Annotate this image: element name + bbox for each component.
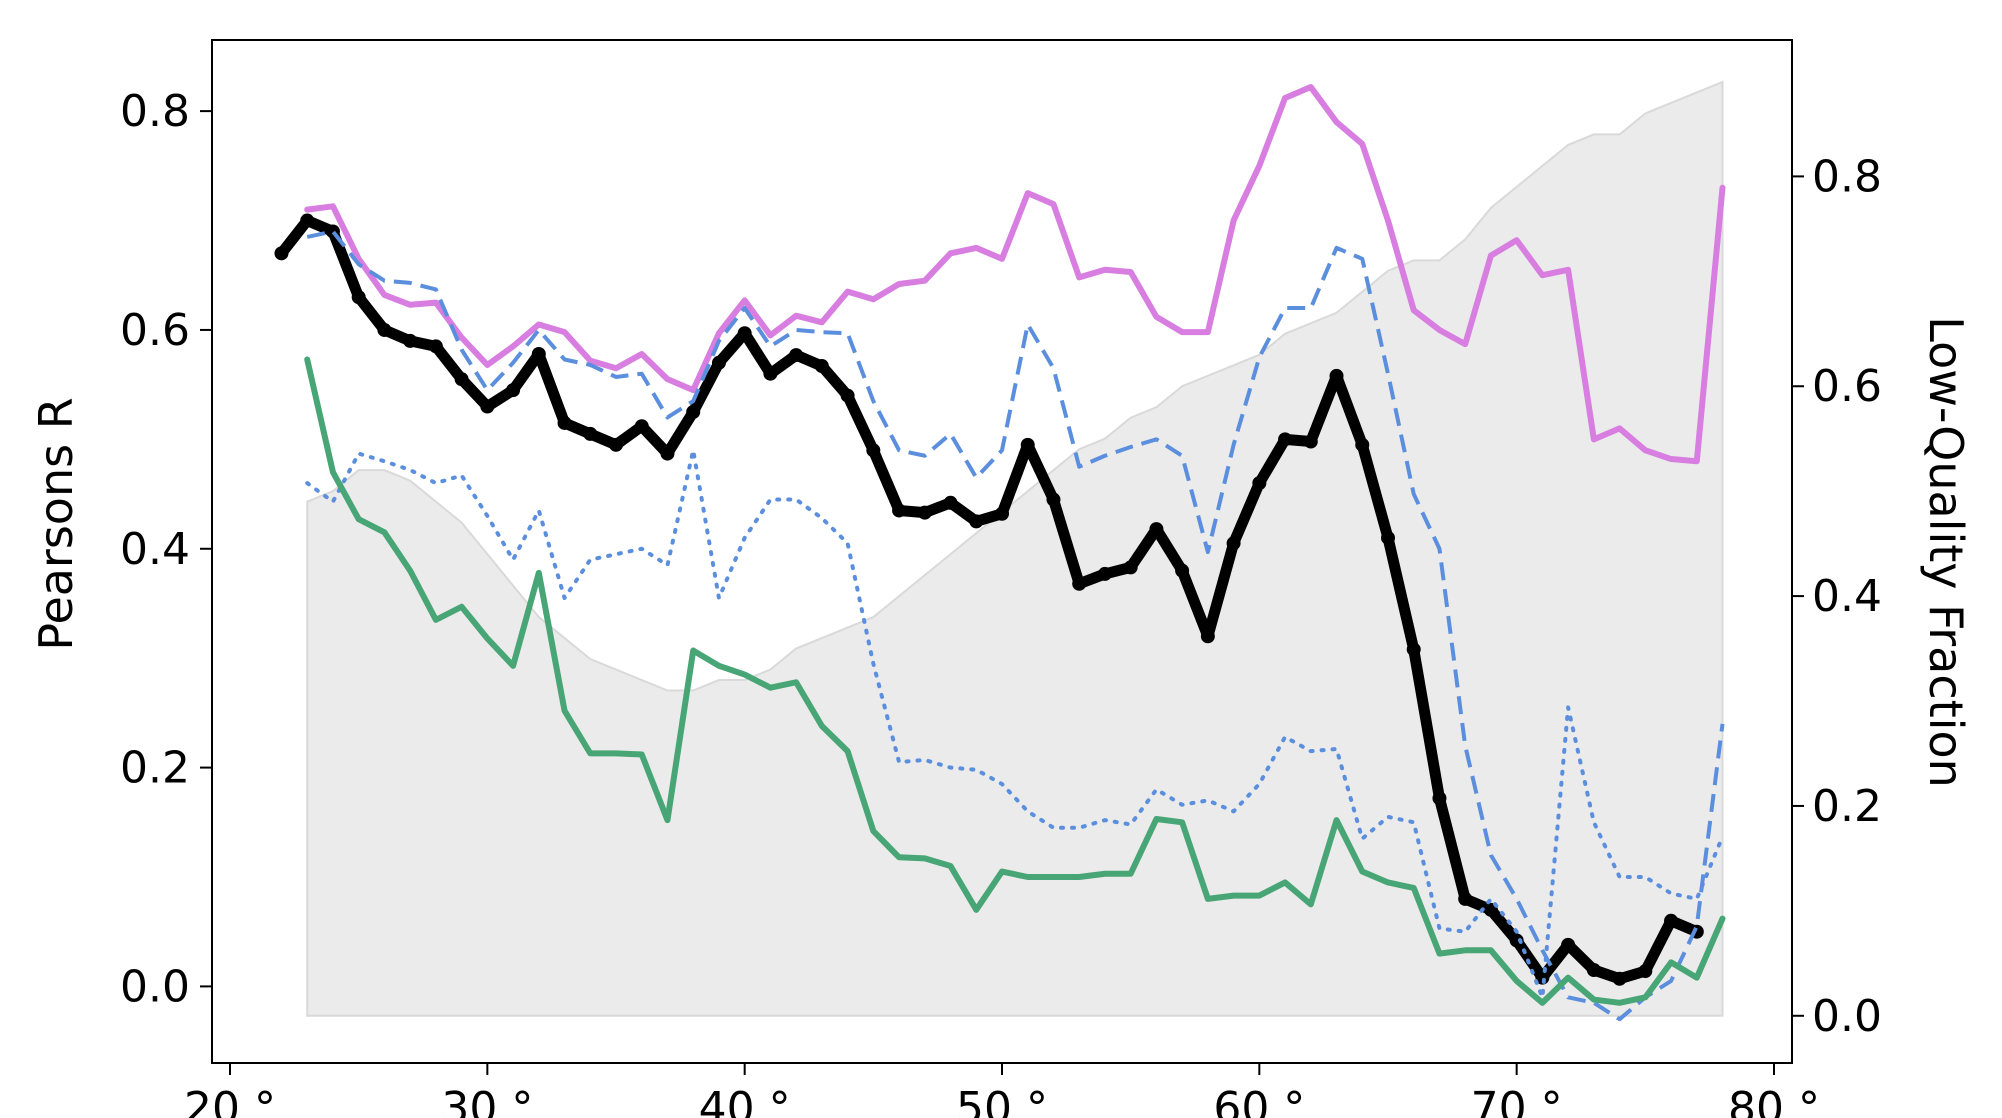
series-3 bbox=[306, 229, 1725, 1022]
series-1-point bbox=[840, 388, 855, 403]
x-tick-label: 60 ° bbox=[1213, 1083, 1305, 1118]
series-1-point bbox=[274, 246, 289, 261]
y-tick-label: 0.6 bbox=[120, 305, 190, 356]
series-1-point bbox=[917, 505, 932, 520]
series-1-point bbox=[1303, 434, 1318, 449]
series-1-point bbox=[1252, 476, 1267, 491]
y-tick-label: 0.2 bbox=[120, 743, 190, 794]
series-1-point bbox=[531, 347, 546, 362]
series-1-point bbox=[1355, 437, 1370, 452]
series-1-point bbox=[506, 383, 521, 398]
y-axis-title: Pearsons R bbox=[29, 397, 83, 650]
series-1-point bbox=[1046, 492, 1061, 507]
series-1-point bbox=[866, 443, 881, 458]
y2-tick-label: 0.8 bbox=[1812, 151, 1882, 202]
series-2 bbox=[304, 84, 1726, 465]
series-1-point bbox=[351, 290, 366, 305]
series-1-point bbox=[711, 355, 726, 370]
series-5-line bbox=[304, 356, 1726, 1006]
series-1-point bbox=[660, 446, 675, 461]
y-tick-label: 0.0 bbox=[120, 961, 190, 1012]
y2-tick-label: 0.6 bbox=[1812, 361, 1882, 412]
series-1-point bbox=[814, 359, 829, 374]
series-1-point bbox=[1535, 970, 1550, 985]
series-1-point bbox=[1638, 964, 1653, 979]
series-3-line bbox=[306, 229, 1725, 1022]
series-1-point bbox=[1123, 560, 1138, 575]
series-1-point bbox=[995, 506, 1009, 521]
y-axis-right: 0.0 0.2 0.4 0.6 0.8 bbox=[1792, 151, 1882, 1042]
series-1-point bbox=[634, 419, 649, 434]
series-1-point bbox=[583, 426, 598, 441]
series-1-point bbox=[1200, 629, 1215, 644]
series-1-point bbox=[686, 405, 701, 419]
series-1-point bbox=[1406, 642, 1421, 657]
series-1-point bbox=[789, 348, 804, 363]
x-tick-label: 30 ° bbox=[441, 1083, 533, 1118]
series-1-point bbox=[609, 437, 624, 452]
series-1-point bbox=[300, 213, 315, 228]
series-4-line bbox=[305, 448, 1725, 1000]
series-1-point bbox=[377, 322, 392, 337]
series-1-point bbox=[763, 366, 778, 381]
series-1-point bbox=[428, 339, 443, 354]
series-1-point bbox=[557, 415, 572, 430]
series-1-point bbox=[1432, 791, 1447, 806]
y2-axis-title: Low-Quality Fraction bbox=[1919, 316, 1973, 787]
y-tick-label: 0.8 bbox=[120, 86, 190, 137]
y-tick-label: 0.4 bbox=[120, 524, 190, 575]
series-4 bbox=[305, 448, 1725, 1000]
y2-tick-label: 0.4 bbox=[1812, 571, 1882, 622]
x-tick-label: 40 ° bbox=[699, 1083, 791, 1118]
series-5 bbox=[304, 356, 1726, 1006]
series-1-point bbox=[1329, 368, 1344, 383]
y2-tick-label: 0.2 bbox=[1812, 781, 1882, 832]
x-tick-label: 80 ° bbox=[1728, 1083, 1820, 1118]
series-1-point bbox=[1380, 530, 1395, 545]
series-1-point bbox=[1097, 566, 1112, 581]
x-tick-label: 70 ° bbox=[1471, 1083, 1563, 1118]
series-1-line bbox=[275, 215, 1703, 985]
series-1-point bbox=[1226, 536, 1241, 551]
series-layer bbox=[274, 84, 1726, 1022]
series-1-point bbox=[1509, 933, 1524, 948]
series-1-point bbox=[1149, 522, 1164, 537]
series-1-point bbox=[1561, 937, 1576, 952]
series-1-point bbox=[1175, 563, 1190, 578]
series-1-point bbox=[1612, 971, 1627, 986]
series-1-point bbox=[892, 503, 907, 518]
series-1-point bbox=[943, 495, 958, 510]
series-1-point bbox=[737, 326, 752, 341]
series-1-point bbox=[1072, 576, 1087, 591]
series-1-point bbox=[969, 514, 984, 529]
series-1-point bbox=[1586, 963, 1601, 977]
series-1-point bbox=[454, 372, 469, 387]
x-axis: 20 ° 30 ° 40 ° 50 ° 60 ° 70 ° 80 ° bbox=[184, 1063, 1820, 1118]
series-1-point bbox=[480, 399, 495, 414]
series-1-point bbox=[1278, 432, 1293, 447]
series-2-line bbox=[304, 84, 1726, 465]
series-1-point bbox=[1020, 437, 1035, 452]
series-1-point bbox=[1664, 913, 1679, 928]
y2-tick-label: 0.0 bbox=[1812, 991, 1882, 1042]
series-1-point bbox=[1458, 891, 1473, 906]
y-axis-left: 0.0 0.2 0.4 0.6 0.8 bbox=[120, 86, 212, 1012]
series-1-point bbox=[403, 333, 418, 348]
x-tick-label: 20 ° bbox=[184, 1083, 276, 1118]
x-tick-label: 50 ° bbox=[956, 1083, 1048, 1118]
series-1 bbox=[274, 213, 1704, 986]
